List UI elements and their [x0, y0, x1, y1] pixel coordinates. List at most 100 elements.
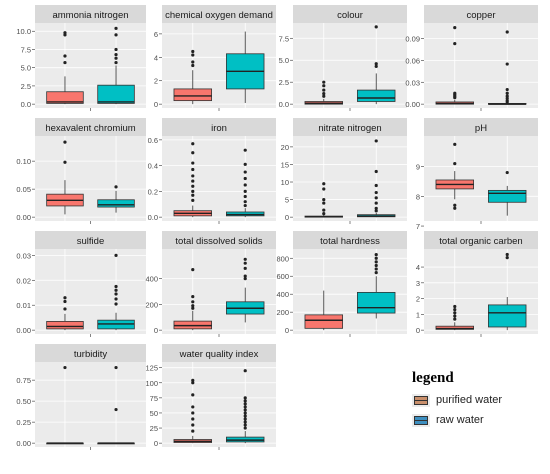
outlier-point	[63, 31, 67, 35]
y-tick-label: 2.5	[21, 82, 31, 91]
outlier-point	[322, 187, 326, 191]
y-tick-label: 3	[416, 279, 420, 288]
outlier-point	[505, 91, 509, 95]
box-purified	[173, 268, 212, 331]
outlier-point	[191, 179, 195, 183]
outlier-point	[374, 139, 378, 143]
outlier-point	[191, 378, 195, 382]
panel-nitrate-nitrogen: nitrate nitrogen 0 5 10 15 20	[281, 118, 407, 224]
box-raw	[357, 253, 396, 319]
panel-title: copper	[466, 10, 495, 21]
panel-background	[35, 136, 146, 221]
box-iqr	[304, 314, 343, 329]
y-tick-label: 7	[416, 222, 420, 231]
y-tick-label: 0	[154, 439, 158, 448]
box-raw	[488, 30, 527, 105]
outlier-point	[453, 162, 457, 166]
outlier-point	[453, 304, 457, 309]
panel-background	[424, 23, 538, 108]
legend: legend purified water raw water	[412, 370, 542, 440]
y-tick-label: 0.00	[16, 439, 31, 448]
outlier-point	[322, 84, 326, 88]
panel-title: ammonia nitrogen	[52, 10, 128, 21]
box-raw	[488, 170, 527, 216]
outlier-point	[191, 411, 195, 415]
outlier-point	[191, 189, 195, 193]
y-tick-label: 5.0	[279, 56, 289, 65]
y-tick-label: 8	[416, 192, 420, 201]
outlier-point	[114, 47, 118, 52]
panel-strip	[35, 231, 146, 249]
outlier-point	[114, 365, 118, 370]
outlier-point	[63, 299, 67, 304]
y-tick-label: 0.00	[405, 100, 420, 109]
panel-title: nitrate nitrogen	[318, 123, 381, 134]
y-tick-label: 0.50	[16, 397, 31, 406]
box-purified	[304, 182, 343, 218]
outlier-point	[243, 200, 247, 204]
y-tick-label: 7.5	[279, 34, 289, 43]
box-raw	[97, 185, 135, 213]
outlier-point	[243, 402, 247, 406]
box-raw	[226, 257, 265, 323]
outlier-point	[114, 253, 118, 257]
y-tick-label: 2	[416, 295, 420, 304]
outlier-point	[505, 252, 509, 257]
box-purified	[173, 378, 212, 444]
panel-total-dissolved-solids: total dissolved solids 0 200 400	[145, 231, 276, 337]
outlier-point	[243, 274, 247, 278]
panel-strip	[424, 118, 538, 136]
panel-strip	[35, 5, 146, 23]
outlier-point	[243, 257, 247, 261]
y-tick-label: 125	[145, 364, 158, 373]
panel-total-hardness: total hardness 0 200 400 600 800	[276, 231, 407, 337]
outlier-point	[114, 26, 118, 30]
outlier-point	[63, 307, 67, 311]
outlier-point	[63, 160, 67, 164]
y-tick-label: 25	[150, 424, 158, 433]
box-raw	[226, 31, 265, 103]
panel-copper: copper 0.00 0.03 0.06 0.09	[405, 5, 538, 111]
panel-background	[293, 136, 407, 221]
box-raw	[97, 365, 135, 445]
outlier-point	[374, 169, 378, 174]
box-raw	[488, 252, 527, 331]
y-tick-label: 10.0	[16, 27, 31, 36]
panel-background	[162, 136, 276, 221]
legend-key-purified	[412, 393, 430, 407]
outlier-point	[453, 91, 457, 95]
y-tick-label: 0.05	[16, 185, 31, 194]
legend-title: legend	[412, 370, 454, 386]
y-tick-label: 9	[416, 163, 420, 172]
outlier-point	[374, 183, 378, 188]
y-tick-label: 0.09	[405, 35, 420, 44]
outlier-point	[374, 263, 378, 268]
outlier-point	[322, 201, 326, 205]
outlier-point	[322, 208, 326, 212]
outlier-point	[191, 151, 195, 155]
box-purified	[46, 365, 84, 445]
box-iqr	[435, 325, 474, 330]
panel-title: chemical oxygen demand	[165, 10, 273, 21]
box-raw	[226, 369, 265, 444]
outlier-point	[243, 148, 247, 152]
outlier-point	[63, 296, 67, 300]
outlier-point	[243, 261, 247, 265]
outlier-point	[374, 201, 378, 205]
y-tick-label: 0.6	[148, 136, 158, 145]
y-tick-label: 4	[154, 53, 158, 62]
y-tick-label: 200	[276, 308, 289, 317]
outlier-point	[243, 170, 247, 174]
y-tick-label: 0.4	[148, 162, 158, 171]
panel-total-organic-carben: total organic carben 0 1 2 3 4	[416, 231, 538, 337]
y-tick-label: 0.0	[279, 100, 289, 109]
y-tick-label: 75	[150, 394, 158, 403]
y-tick-label: 0	[416, 326, 420, 335]
outlier-point	[374, 209, 378, 213]
outlier-point	[243, 420, 247, 424]
box-raw	[226, 148, 265, 218]
outlier-point	[453, 25, 457, 30]
outlier-point	[374, 64, 378, 68]
outlier-point	[453, 206, 457, 210]
